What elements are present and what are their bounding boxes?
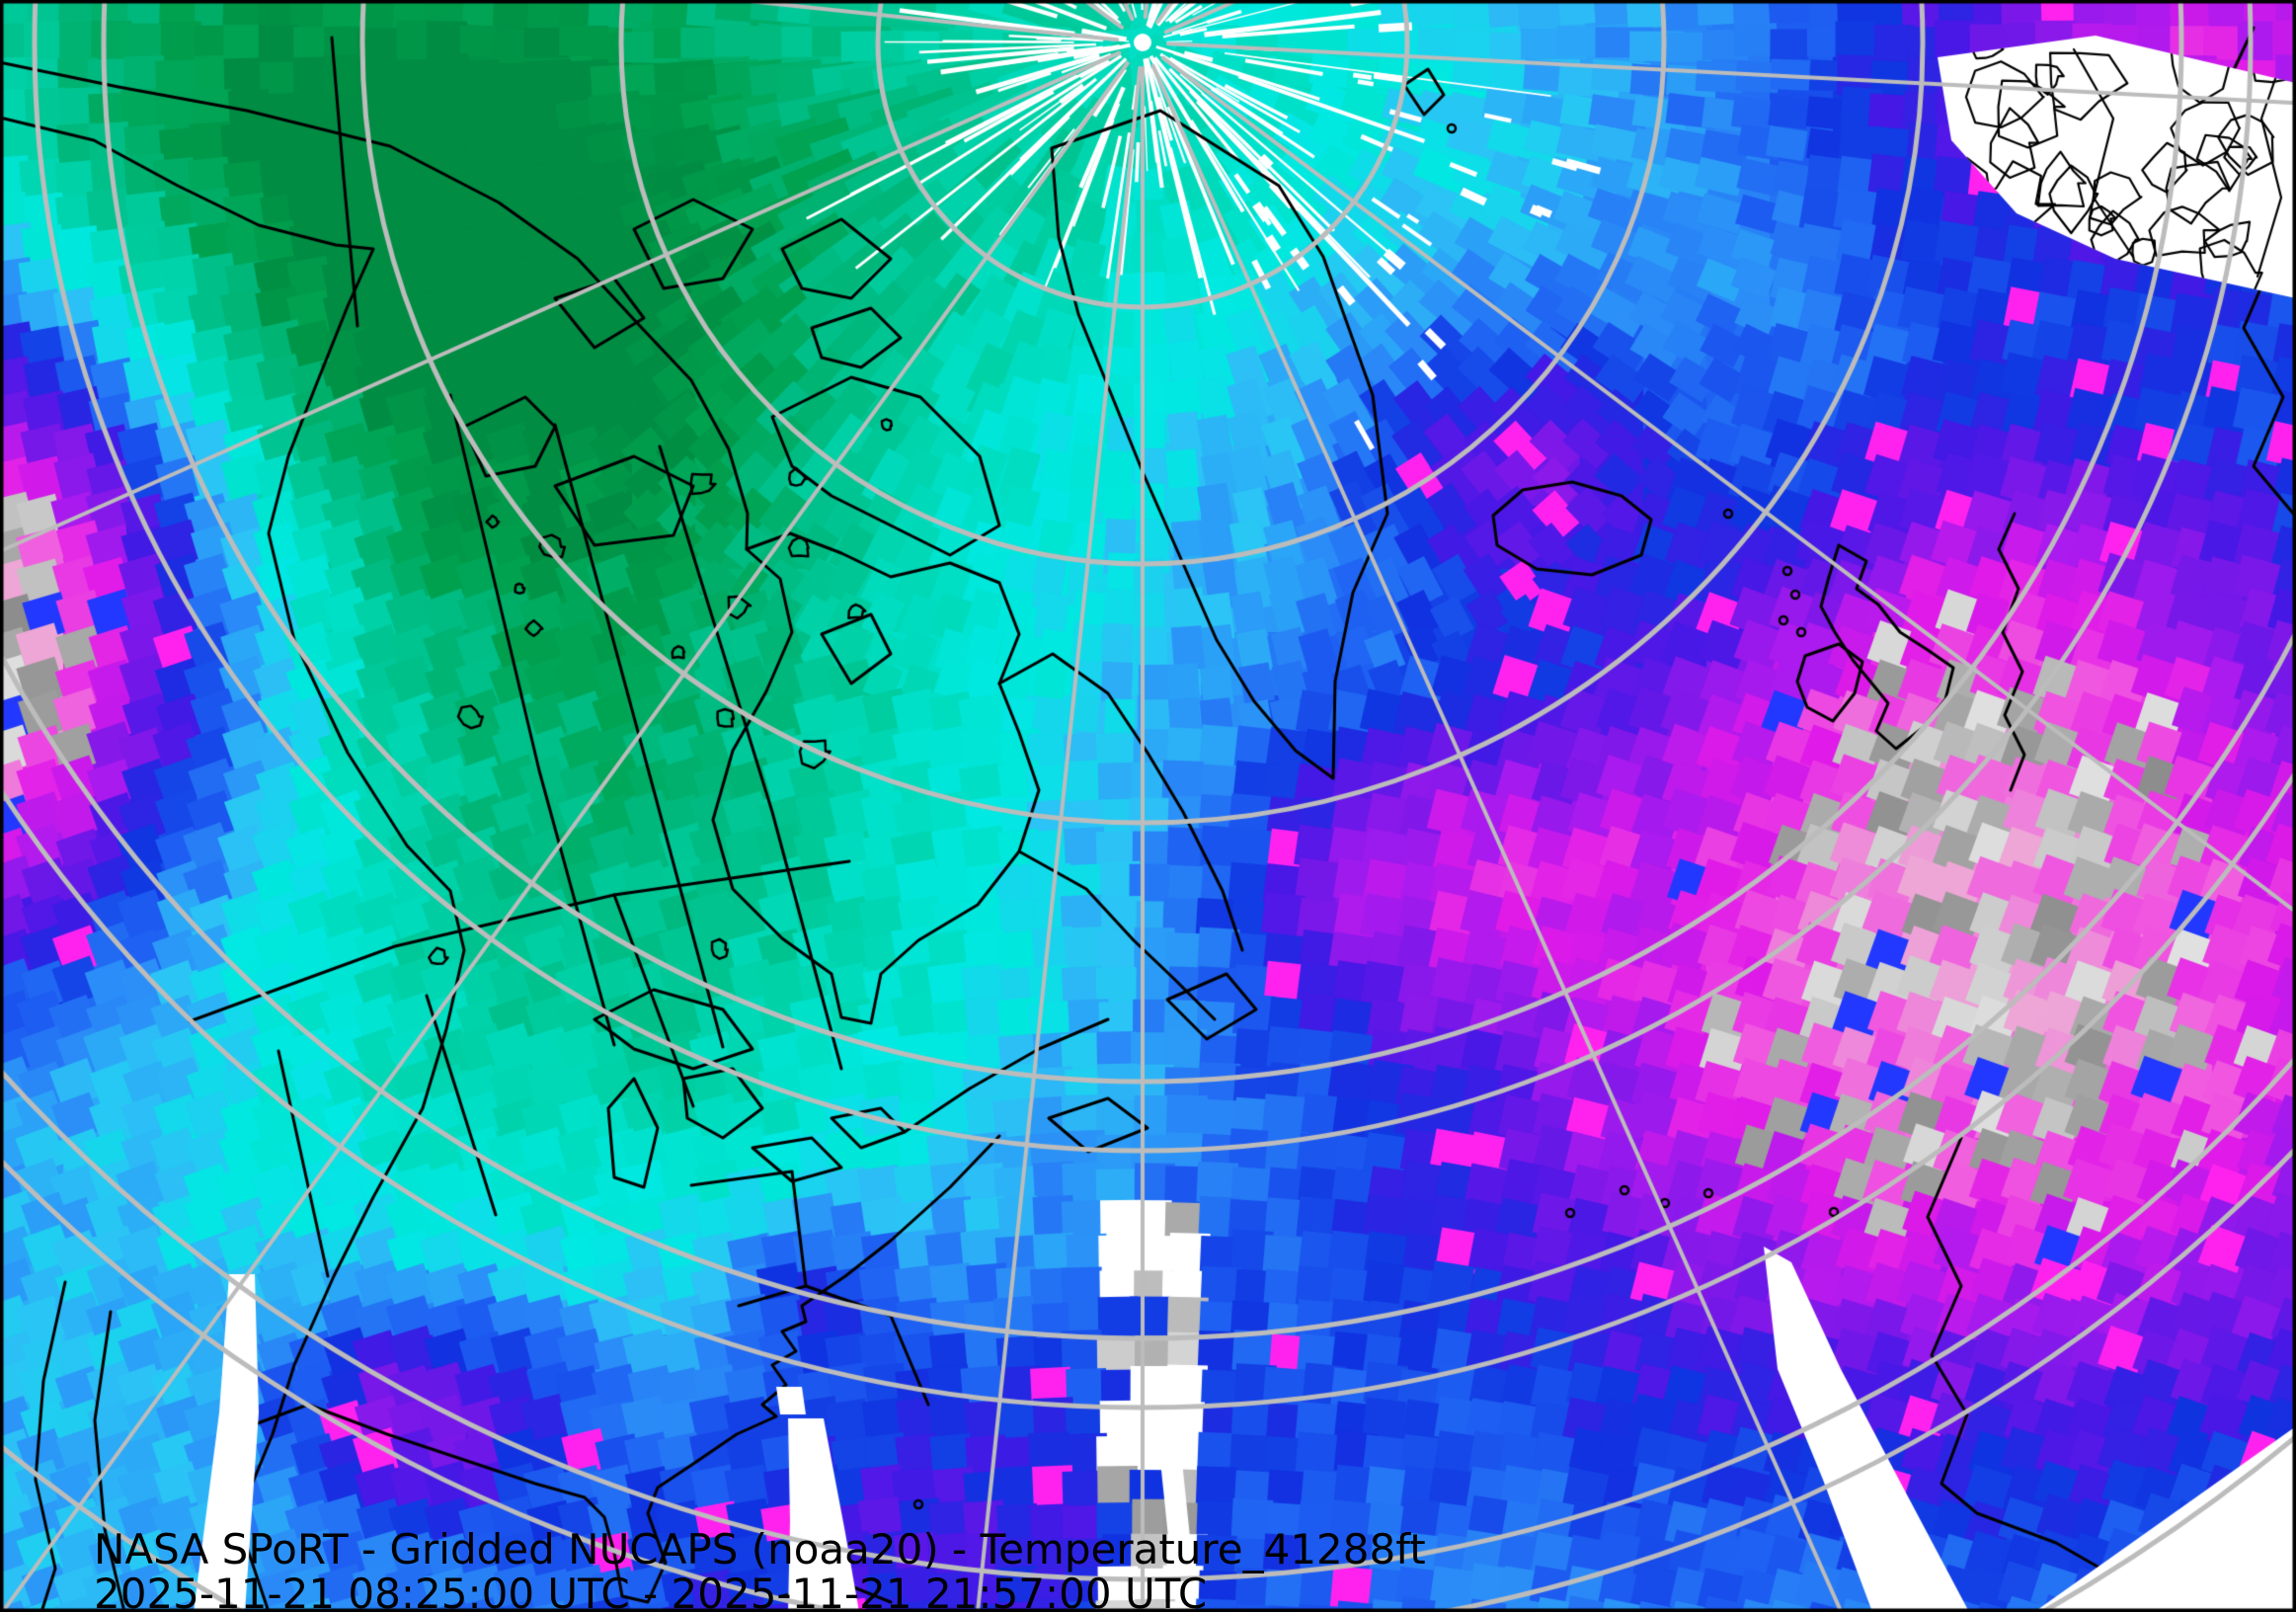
product-title-label: NASA SPoRT - Gridded NUCAPS (noaa20) - T… (94, 1525, 1426, 1573)
time-range-label: 2025-11-21 08:25:00 UTC - 2025-11-21 21:… (94, 1570, 1208, 1612)
map-annotation: NASA SPoRT - Gridded NUCAPS (noaa20) - T… (94, 1527, 1426, 1612)
